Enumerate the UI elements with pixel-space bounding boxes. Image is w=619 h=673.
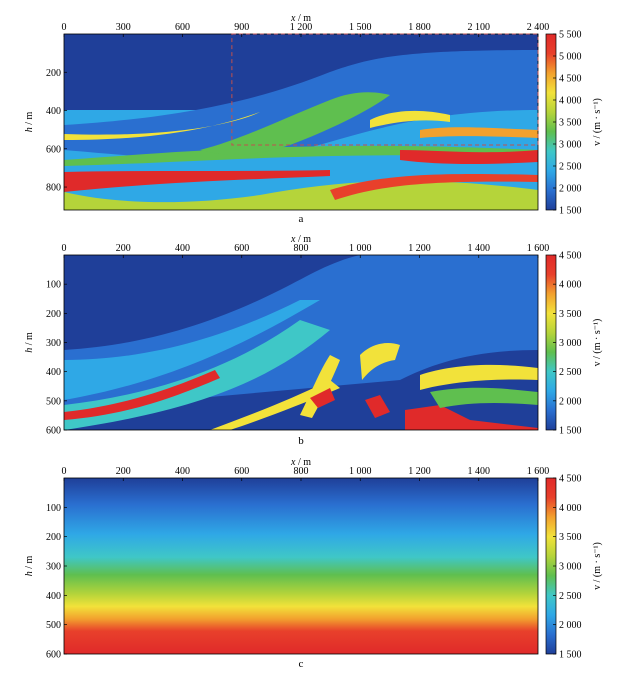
panel-a-colorbar: 1 500 2 000 2 500 3 000 3 500 4 000 4 500 5 000…: [545, 30, 603, 217]
panel-a-heatmap: [64, 34, 538, 210]
y-tick-label: 500: [46, 620, 61, 631]
panel-a-label: a: [299, 213, 304, 225]
y-tick-label: 400: [46, 591, 61, 602]
colorbar-tick-label: 2 500: [559, 591, 582, 602]
colorbar-tick-label: 4 500: [559, 74, 582, 85]
x-tick-label: 1 400: [468, 243, 491, 254]
colorbar-tick-label: 3 000: [559, 140, 582, 151]
y-tick-label: 600: [46, 426, 61, 437]
x-tick-label: 1 200: [408, 466, 431, 477]
colorbar-tick-label: 2 000: [559, 396, 582, 407]
y-tick-label: 300: [46, 562, 61, 573]
colorbar-tick-label: 3 000: [559, 338, 582, 349]
x-tick-label: 0: [62, 243, 67, 254]
y-tick-label: 800: [46, 183, 61, 194]
x-tick-label: 1 600: [527, 466, 550, 477]
y-axis-label: h / m: [24, 112, 35, 133]
x-tick-label: 2 400: [527, 22, 550, 33]
panel-c-heatmap: [64, 478, 538, 654]
panel-a-axes: 0 300 600 900 1 200 1 500 1 800 2 100 2 400 x / m…: [24, 13, 549, 194]
x-tick-label: 200: [116, 243, 131, 254]
colorbar-tick-label: 1 500: [559, 650, 582, 661]
colorbar-tick-label: 4 000: [559, 503, 582, 514]
colorbar-label: v / (m · s⁻¹): [592, 98, 603, 146]
panel-b-label: b: [298, 435, 304, 447]
colorbar-tick-label: 1 500: [559, 206, 582, 217]
colorbar-tick-label: 3 500: [559, 532, 582, 543]
y-tick-label: 100: [46, 280, 61, 291]
colorbar-tick-label: 3 500: [559, 309, 582, 320]
panel-a-dashed-box: [231, 33, 539, 146]
panel-c: 0 200 400 600 800 1 000 1 200 1 400 1 600 x / m 10…: [24, 457, 603, 670]
colorbar-tick-label: 1 500: [559, 426, 582, 437]
panel-c-colorbar: 1 500 2 000 2 500 3 000 3 500 4 000 4 500 v / (…: [545, 474, 603, 661]
x-axis-label: x / m: [290, 457, 311, 468]
colorbar-tick-label: 3 000: [559, 562, 582, 573]
x-tick-label: 1 200: [408, 243, 431, 254]
y-tick-label: 400: [46, 106, 61, 117]
x-tick-label: 200: [116, 466, 131, 477]
y-tick-label: 200: [46, 68, 61, 79]
y-axis-label: h / m: [24, 332, 35, 353]
y-tick-label: 500: [46, 396, 61, 407]
panel-b-heatmap: [64, 255, 538, 430]
y-tick-label: 200: [46, 309, 61, 320]
colorbar-tick-label: 2 000: [559, 184, 582, 195]
x-tick-label: 1 400: [468, 466, 491, 477]
x-axis-label: x / m: [290, 234, 311, 245]
x-tick-label: 400: [175, 243, 190, 254]
x-tick-label: 1 600: [527, 243, 550, 254]
x-tick-label: 1 800: [408, 22, 431, 33]
panel-b: 0 200 400 600 800 1 000 1 200 1 400 1 600 x / m 10…: [24, 234, 603, 447]
x-tick-label: 900: [234, 22, 249, 33]
x-axis-label: x / m: [290, 13, 311, 24]
colorbar-tick-label: 5 000: [559, 52, 582, 63]
colorbar-label: v / (m · s⁻¹): [592, 319, 603, 367]
y-tick-label: 600: [46, 144, 61, 155]
y-tick-label: 200: [46, 532, 61, 543]
x-tick-label: 400: [175, 466, 190, 477]
y-tick-label: 400: [46, 367, 61, 378]
x-tick-label: 0: [62, 466, 67, 477]
colorbar-tick-label: 4 500: [559, 474, 582, 485]
y-axis-label: h / m: [24, 556, 35, 577]
panel-b-colorbar: 1 500 2 000 2 500 3 000 3 500 4 000 4 500 v / (…: [545, 251, 603, 437]
panel-c-axes: 0 200 400 600 800 1 000 1 200 1 400 1 600 x / m 10…: [24, 457, 549, 661]
x-tick-label: 1 200: [290, 22, 313, 33]
x-tick-label: 800: [294, 243, 309, 254]
x-tick-label: 600: [175, 22, 190, 33]
x-tick-label: 800: [294, 466, 309, 477]
colorbar-tick-label: 4 500: [559, 251, 582, 262]
y-tick-label: 100: [46, 503, 61, 514]
colorbar-tick-label: 4 000: [559, 96, 582, 107]
colorbar-tick-label: 4 000: [559, 280, 582, 291]
x-tick-label: 2 100: [468, 22, 491, 33]
colorbar-tick-label: 2 000: [559, 620, 582, 631]
panel-b-axes: 0 200 400 600 800 1 000 1 200 1 400 1 600 x / m 10…: [24, 234, 549, 437]
x-tick-label: 600: [234, 466, 249, 477]
x-tick-label: 600: [234, 243, 249, 254]
panel-c-label: c: [299, 658, 304, 670]
colorbar-tick-label: 3 500: [559, 118, 582, 129]
y-tick-label: 600: [46, 650, 61, 661]
x-tick-label: 300: [116, 22, 131, 33]
x-tick-label: 1 000: [349, 466, 372, 477]
x-tick-label: 0: [62, 22, 67, 33]
colorbar-label: v / (m · s⁻¹): [592, 542, 603, 590]
panel-a: 0 300 600 900 1 200 1 500 1 800 2 100 2 400 x / m…: [24, 13, 603, 225]
colorbar-tick-label: 2 500: [559, 367, 582, 378]
x-tick-label: 1 000: [349, 243, 372, 254]
colorbar-tick-label: 2 500: [559, 162, 582, 173]
x-tick-label: 1 500: [349, 22, 372, 33]
y-tick-label: 300: [46, 338, 61, 349]
colorbar-tick-label: 5 500: [559, 30, 582, 41]
